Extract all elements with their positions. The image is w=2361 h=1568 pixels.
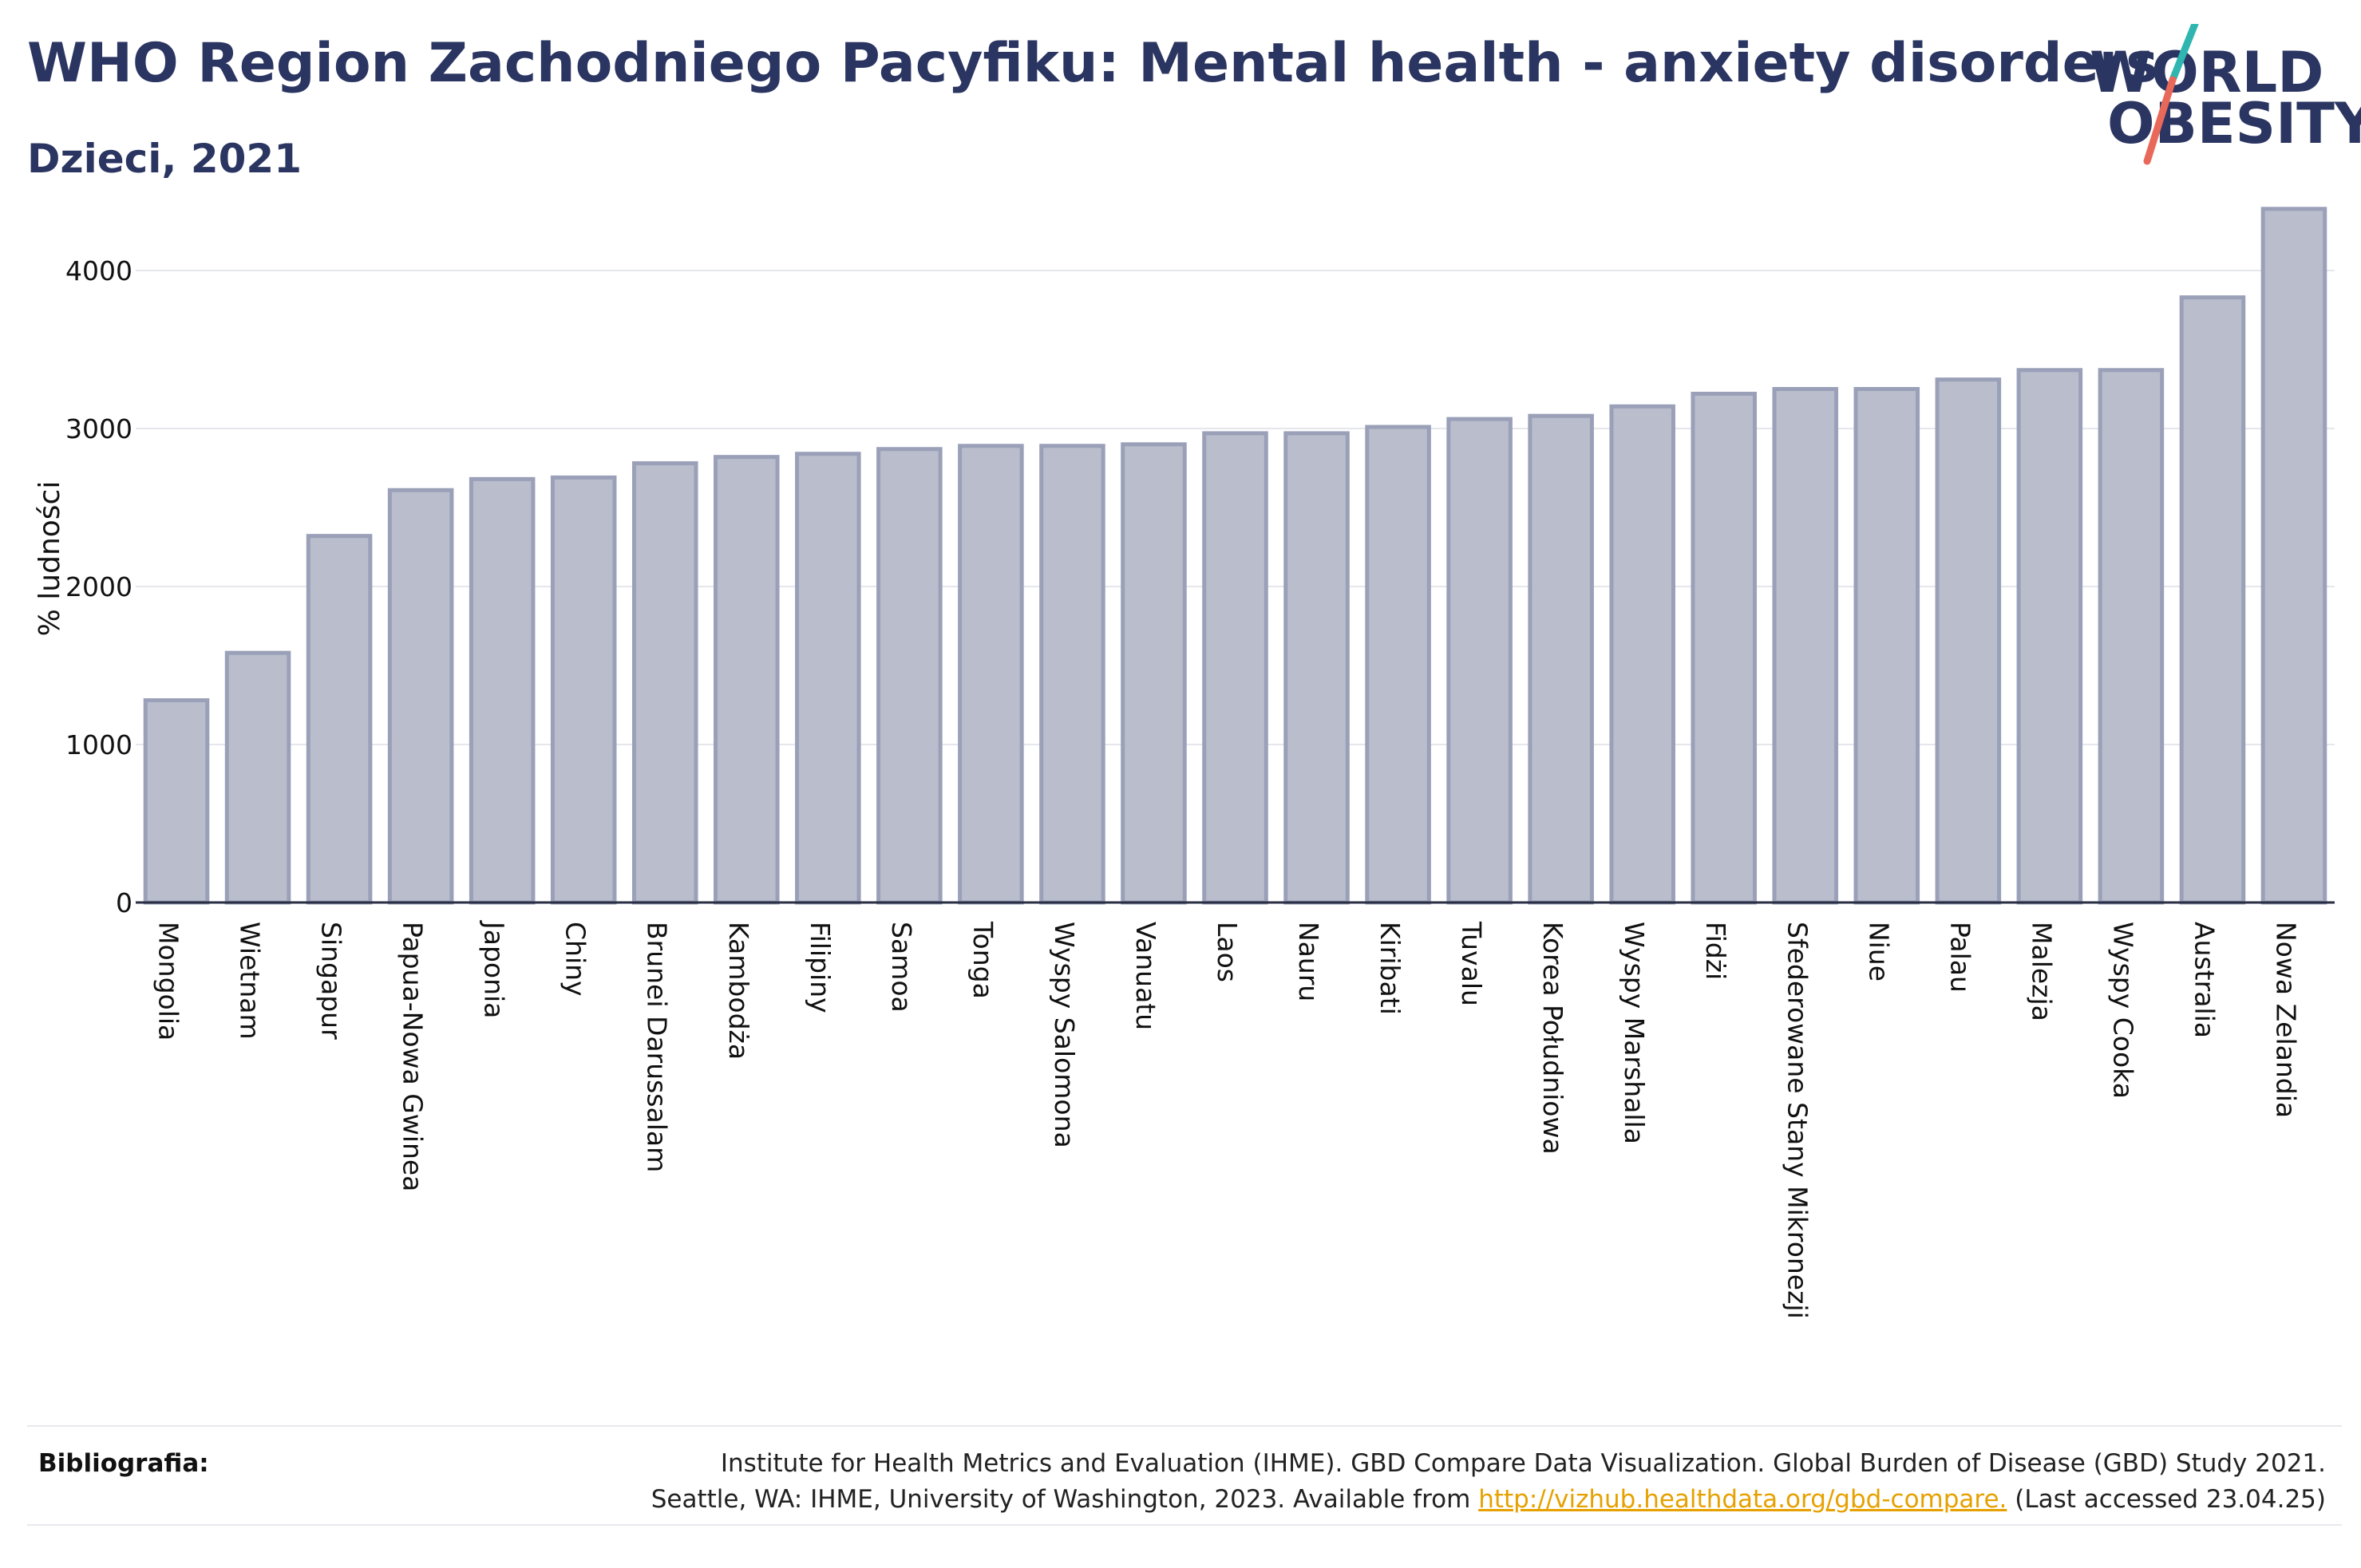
- y-tick-label: 1000: [65, 729, 132, 760]
- bar[interactable]: [876, 447, 943, 905]
- x-tick-label: Kambodża: [723, 922, 754, 1060]
- bar[interactable]: [1528, 413, 1594, 905]
- bar[interactable]: [1121, 442, 1187, 905]
- bar[interactable]: [1691, 391, 1757, 905]
- source-link[interactable]: http://vizhub.healthdata.org/gbd-compare…: [1478, 1484, 2007, 1514]
- bar[interactable]: [1446, 417, 1513, 905]
- bars: [143, 207, 2327, 905]
- bar[interactable]: [631, 461, 698, 905]
- bibliography-line-2: Seattle, WA: IHME, University of Washing…: [651, 1482, 2326, 1518]
- bibliography-label: Bibliografia:: [38, 1449, 209, 1478]
- bibliography-line-2-suffix: (Last accessed 23.04.25): [2007, 1484, 2326, 1514]
- x-tick-label: Wyspy Cooka: [2107, 922, 2138, 1099]
- x-tick-label: Japonia: [479, 920, 510, 1018]
- bar[interactable]: [958, 444, 1024, 905]
- bar[interactable]: [2260, 207, 2327, 905]
- footer-divider-bottom: [27, 1524, 2342, 1526]
- x-tick-label: Samoa: [886, 922, 917, 1013]
- bar[interactable]: [1283, 431, 1350, 905]
- chart-title: WHO Region Zachodniego Pacyfiku: Mental …: [27, 32, 2158, 95]
- y-tick-label: 0: [116, 887, 132, 918]
- x-tick-label: Nowa Zelandia: [2270, 922, 2301, 1118]
- bar[interactable]: [224, 650, 291, 905]
- x-tick-label: Niue: [1863, 922, 1894, 981]
- bar[interactable]: [795, 452, 861, 905]
- x-tick-label: Tuvalu: [1456, 921, 1487, 1006]
- x-tick-label: Palau: [1944, 922, 1975, 993]
- footer-divider-top: [27, 1425, 2342, 1427]
- bar[interactable]: [469, 476, 536, 905]
- logo-slash-icon: [2143, 24, 2199, 165]
- x-tick-label: Wyspy Salomona: [1049, 922, 1080, 1148]
- bar[interactable]: [1772, 387, 1839, 905]
- x-tick-label: Tonga: [967, 921, 999, 999]
- bar[interactable]: [1853, 387, 1920, 905]
- x-tick-label: Wietnam: [235, 922, 266, 1040]
- x-tick-label: Korea Południowa: [1537, 922, 1568, 1155]
- bar[interactable]: [2016, 368, 2083, 905]
- bar[interactable]: [714, 455, 780, 905]
- x-tick-label: Singapur: [316, 922, 347, 1040]
- bar[interactable]: [1609, 404, 1675, 905]
- bar[interactable]: [143, 698, 210, 905]
- bar[interactable]: [2098, 368, 2165, 905]
- bibliography-text: Institute for Health Metrics and Evaluat…: [651, 1446, 2326, 1518]
- bar-chart: 0 1000 2000 3000 4000 Mongolia Wietnam Singapu…: [34, 207, 2335, 1319]
- y-tick-label: 4000: [65, 255, 132, 286]
- bar[interactable]: [1365, 425, 1431, 905]
- bar[interactable]: [1202, 431, 1268, 905]
- x-tick-label: Nauru: [1293, 922, 1324, 1001]
- x-tick-label: Kiribati: [1374, 922, 1406, 1015]
- y-tick-label: 3000: [65, 413, 132, 444]
- x-tick-label: Vanuatu: [1130, 922, 1161, 1030]
- bar[interactable]: [1039, 444, 1105, 905]
- world-obesity-logo: WORLD OBESITY: [2083, 24, 2361, 168]
- bar[interactable]: [387, 488, 454, 905]
- y-axis-label: % ludności: [34, 481, 66, 637]
- y-tick-labels: 0 1000 2000 3000 4000: [65, 255, 132, 918]
- bar[interactable]: [2179, 295, 2246, 905]
- y-tick-label: 2000: [65, 571, 132, 602]
- bar[interactable]: [550, 475, 617, 905]
- x-tick-label: Malezja: [2026, 922, 2057, 1021]
- x-tick-label: Wyspy Marshalla: [1619, 922, 1650, 1144]
- x-tick-label: Papua-Nowa Gwinea: [397, 922, 429, 1191]
- x-tick-label: Chiny: [560, 922, 591, 997]
- chart-subtitle: Dzieci, 2021: [27, 136, 302, 182]
- x-tick-label: Fidżi: [1700, 922, 1731, 980]
- x-tick-label: Laos: [1212, 922, 1243, 982]
- x-tick-label: Brunei Darussalam: [642, 922, 673, 1172]
- x-tick-labels: Mongolia Wietnam Singapur Papua-Nowa Gwinea…: [153, 920, 2302, 1319]
- x-tick-label: Filipiny: [805, 922, 836, 1013]
- x-tick-label: Mongolia: [153, 922, 184, 1041]
- bar[interactable]: [1935, 377, 2002, 905]
- x-tick-label: Australia: [2189, 922, 2220, 1038]
- x-tick-label: Sfederowane Stany Mikronezji: [1782, 922, 1813, 1319]
- logo-line-1: WORLD: [2090, 40, 2324, 105]
- bibliography-line-2-prefix: Seattle, WA: IHME, University of Washing…: [651, 1484, 1479, 1514]
- bibliography-line-1: Institute for Health Metrics and Evaluat…: [720, 1449, 2326, 1478]
- bar[interactable]: [306, 534, 373, 905]
